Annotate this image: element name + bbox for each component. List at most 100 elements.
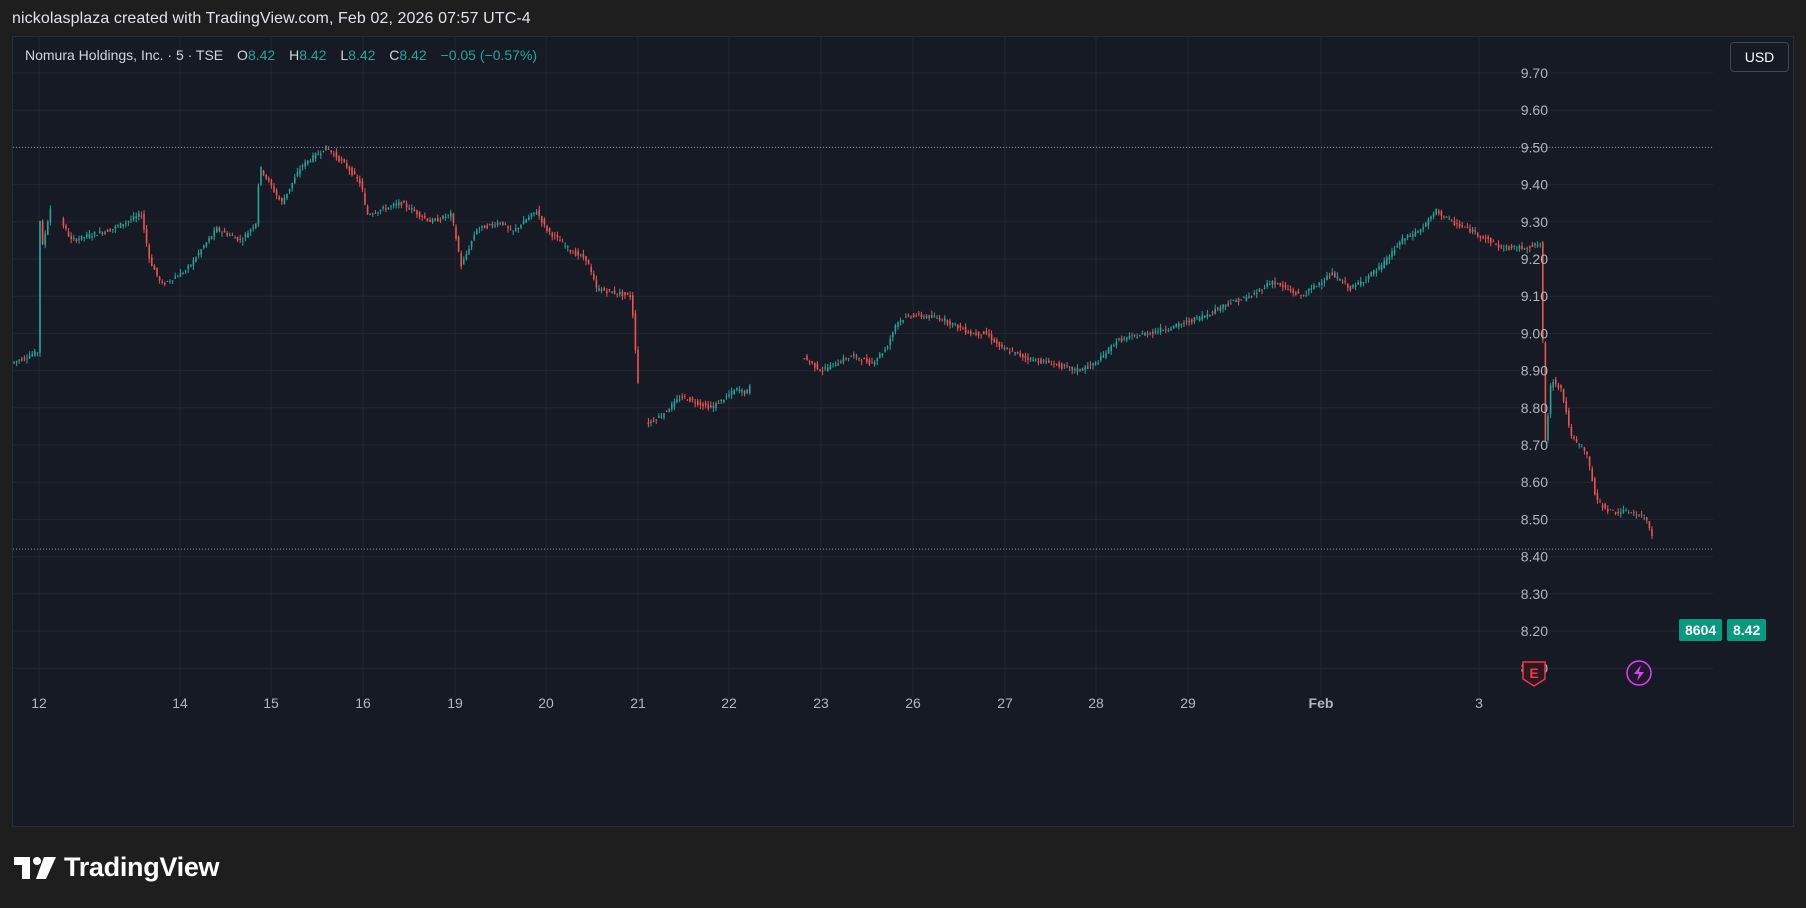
candle-body	[486, 225, 488, 229]
x-tick-label: 14	[172, 695, 188, 711]
candle-body	[268, 178, 270, 181]
candle-body	[1081, 368, 1084, 371]
price-axis[interactable]: 9.70 9.60 9.50 9.40 9.30 9.20 9.10 9.00 8.90 8.80…	[1521, 65, 1548, 676]
candle-body	[1295, 292, 1297, 295]
x-tick-label: 23	[813, 695, 829, 711]
candle-body	[1362, 282, 1365, 284]
candle-body	[1438, 210, 1440, 214]
candle-body	[1334, 272, 1336, 278]
candle-body	[1113, 345, 1115, 347]
candle-body	[998, 342, 1001, 347]
candle-body	[1094, 362, 1097, 365]
candle-body	[860, 360, 863, 362]
candle-body	[1211, 311, 1214, 313]
price-chart[interactable]: 9.70 9.60 9.50 9.40 9.30 9.20 9.10 9.00 8.90 8.80…	[13, 37, 1793, 826]
y-tick-label: 8.90	[1521, 363, 1548, 379]
candle-body	[135, 216, 137, 219]
candle-body	[1445, 216, 1448, 218]
candle-body	[923, 316, 925, 318]
candle-body	[1547, 415, 1549, 441]
candle-body	[197, 252, 200, 256]
candle-body	[265, 174, 267, 179]
candle-body	[1336, 276, 1339, 279]
candle-body	[1406, 234, 1409, 238]
candle-body	[309, 161, 312, 162]
candle-body	[44, 233, 46, 246]
candle-body	[1354, 285, 1357, 287]
candle-body	[928, 315, 930, 319]
candle-body	[1180, 323, 1183, 326]
candle-body	[86, 234, 88, 238]
candle-body	[1024, 355, 1027, 358]
earnings-marker[interactable]: E	[1522, 661, 1546, 687]
candle-body	[1461, 224, 1463, 227]
candle-body	[203, 245, 205, 248]
candle-body	[585, 255, 587, 261]
candle-body	[353, 171, 356, 175]
candle-body	[96, 235, 98, 237]
candle-body	[905, 316, 907, 318]
candle-body	[821, 370, 824, 372]
candle-body	[1276, 283, 1279, 284]
candle-body	[879, 353, 881, 358]
candle-body	[93, 232, 96, 234]
currency-button[interactable]: USD	[1730, 42, 1789, 72]
candle-body	[47, 221, 49, 235]
candle-body	[1510, 245, 1513, 248]
candle-body	[437, 218, 439, 222]
candle-body	[1217, 307, 1219, 310]
candle-body	[229, 235, 231, 236]
candle-body	[1118, 338, 1120, 340]
candle-body	[1500, 246, 1502, 248]
candle-body	[863, 357, 865, 360]
candle-body	[1027, 357, 1029, 361]
candle-body	[1482, 236, 1484, 239]
candle-body	[957, 324, 959, 329]
y-tick-label: 8.20	[1521, 623, 1548, 639]
candle-body	[161, 282, 163, 283]
candle-body	[866, 358, 868, 363]
candle-body	[182, 273, 184, 274]
candle-body	[1074, 369, 1076, 370]
candle-body	[504, 224, 507, 226]
event-markers[interactable]: E	[1522, 660, 1652, 687]
candle-body	[1219, 307, 1222, 311]
time-axis[interactable]: 12 14 15 16 19 20 21 22 23 26 27 28 29 Feb 3	[31, 695, 1483, 711]
candle-body	[62, 218, 65, 227]
candle-body	[257, 185, 260, 225]
candle-body	[668, 409, 670, 413]
candle-body	[291, 182, 293, 189]
candle-body	[1253, 293, 1255, 294]
tradingview-logo[interactable]: TradingView	[14, 852, 220, 883]
candle-body	[1583, 447, 1586, 451]
candle-body	[650, 420, 652, 423]
dividend-marker[interactable]	[1626, 660, 1652, 686]
grid	[13, 37, 1713, 697]
candle-body	[624, 292, 626, 296]
candle-body	[1097, 363, 1099, 365]
open-value: 8.42	[247, 47, 276, 63]
chart-panel[interactable]: 9.70 9.60 9.50 9.40 9.30 9.20 9.10 9.00 8.90 8.80…	[12, 36, 1794, 827]
candle-body	[1599, 500, 1601, 502]
candle-body	[1347, 283, 1349, 288]
candle-body	[637, 349, 639, 383]
candle-body	[1575, 439, 1578, 442]
candle-body	[434, 218, 436, 221]
candle-body	[834, 365, 837, 367]
x-tick-label: Feb	[1309, 695, 1334, 711]
candle-body	[1357, 282, 1359, 285]
candle-body	[270, 180, 273, 186]
candle-body	[1391, 251, 1393, 257]
candle-body	[936, 317, 938, 319]
candle-body	[1003, 348, 1006, 350]
symbol-title[interactable]: Nomura Holdings, Inc. · 5 · TSE	[25, 47, 224, 63]
candle-body	[881, 353, 884, 356]
candle-body	[109, 229, 111, 232]
candle-body	[359, 179, 361, 184]
candle-body	[398, 202, 400, 206]
symbol-legend[interactable]: Nomura Holdings, Inc. · 5 · TSE O8.42 H8…	[25, 47, 537, 63]
candle-body	[819, 369, 821, 371]
candle-body	[431, 219, 434, 223]
candle-body	[678, 399, 681, 401]
candle-body	[1383, 260, 1385, 268]
